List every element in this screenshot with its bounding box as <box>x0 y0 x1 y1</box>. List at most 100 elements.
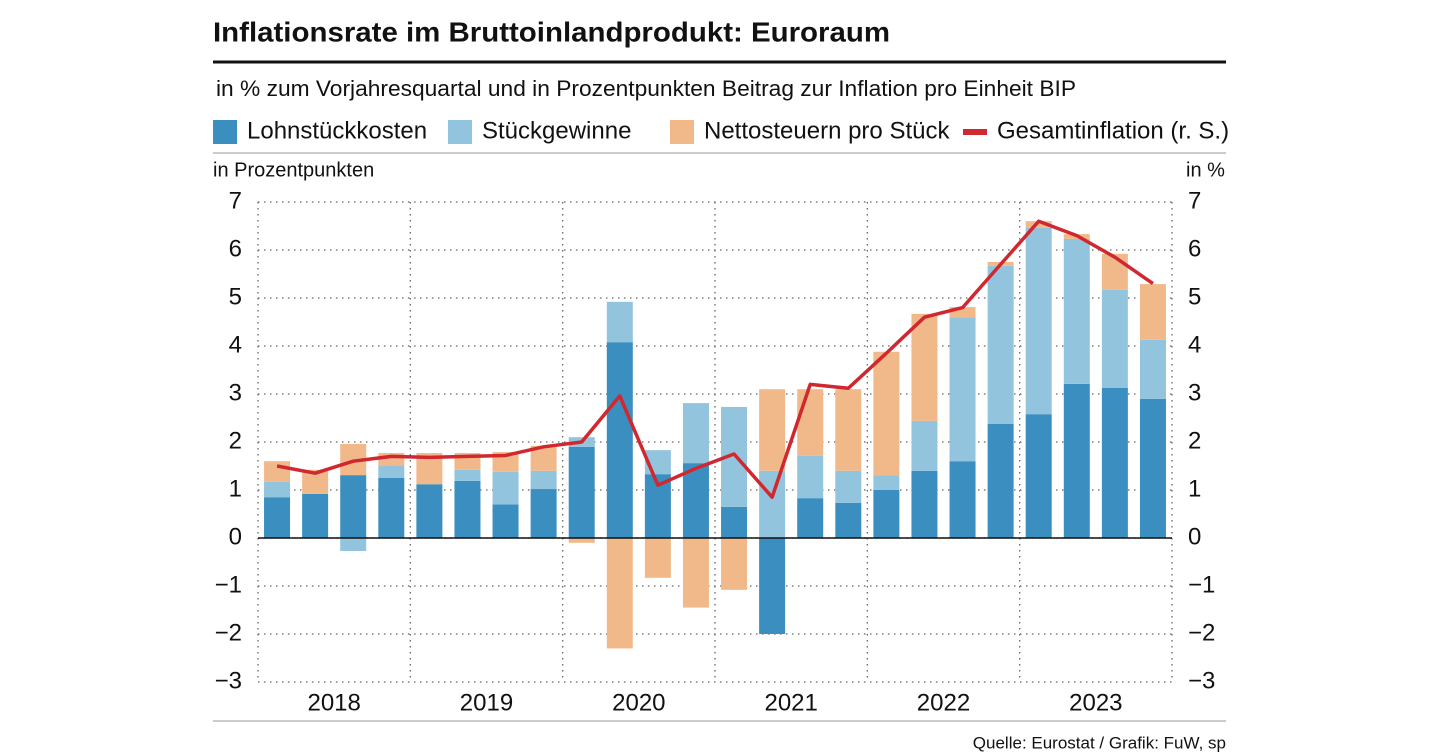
y2-tick-label: −1 <box>1188 571 1215 598</box>
bar-segment <box>568 446 595 538</box>
y-tick-label: −2 <box>215 619 242 646</box>
y-tick-label: 3 <box>229 379 242 406</box>
legend-label: Nettosteuern pro Stück <box>704 117 950 144</box>
x-group-label: 2021 <box>764 689 817 716</box>
bar-segment <box>682 538 709 608</box>
y2-tick-label: 5 <box>1188 283 1201 310</box>
y2-tick-label: −2 <box>1188 619 1215 646</box>
bar-segment <box>568 538 595 543</box>
chart-title: Inflationsrate im Bruttoinlandprodukt: E… <box>213 16 890 47</box>
bar-segment <box>1101 253 1128 290</box>
x-group-label: 2018 <box>307 689 360 716</box>
bar-segment <box>264 461 291 482</box>
bar-segment <box>797 455 824 499</box>
bar-segment <box>340 475 367 538</box>
bar-segment <box>987 423 1014 538</box>
y-tick-label: 0 <box>229 523 242 550</box>
bar-segment <box>378 466 405 478</box>
bar-segment <box>606 301 633 343</box>
bar-segment <box>835 470 862 503</box>
y2-tick-label: 4 <box>1188 331 1201 358</box>
x-group-label: 2022 <box>917 689 970 716</box>
bar-segment <box>416 484 443 538</box>
bar-segment <box>1101 289 1128 388</box>
bar-segment <box>530 470 557 490</box>
bar-segment <box>302 493 329 538</box>
bar-segment <box>454 480 481 538</box>
legend-line <box>963 129 987 135</box>
y2-tick-label: 3 <box>1188 379 1201 406</box>
x-group-label: 2020 <box>612 689 665 716</box>
bar-segment <box>492 471 519 505</box>
y2-tick-label: 0 <box>1188 523 1201 550</box>
y-tick-label: 6 <box>229 235 242 262</box>
y2-tick-label: 6 <box>1188 235 1201 262</box>
bar-segment <box>1063 238 1090 384</box>
subtitle: in % zum Vorjahresquartal und in Prozent… <box>216 76 1076 101</box>
bar-segment <box>264 497 291 538</box>
legend-label: Lohnstückkosten <box>247 117 427 144</box>
bar-segment <box>911 470 938 538</box>
bar-segment <box>492 504 519 538</box>
bar-segment <box>759 470 786 538</box>
bar-segment <box>682 463 709 538</box>
y-tick-label: −3 <box>215 667 242 694</box>
bar-segment <box>682 403 709 464</box>
bar-segment <box>340 538 367 551</box>
bar-segment <box>949 317 976 462</box>
y-tick-label: 1 <box>229 475 242 502</box>
bar-segment <box>721 506 748 538</box>
bar-segment <box>1139 398 1166 538</box>
bar-segment <box>721 538 748 590</box>
bar-segment <box>644 538 671 578</box>
bar-segment <box>911 420 938 471</box>
bar-segment <box>1101 387 1128 538</box>
bar-segment <box>797 498 824 538</box>
y-axis-label: in Prozentpunkten <box>213 159 374 181</box>
legend-swatch <box>670 120 694 144</box>
bar-segment <box>1139 339 1166 399</box>
y2-axis-label: in % <box>1186 159 1225 181</box>
bar-segment <box>530 489 557 538</box>
bar-segment <box>606 538 633 649</box>
bar-segment <box>835 389 862 471</box>
bar-segment <box>835 502 862 538</box>
legend-swatch <box>448 120 472 144</box>
bar-segment <box>949 461 976 538</box>
bar-segment <box>264 481 291 498</box>
y2-tick-label: −3 <box>1188 667 1215 694</box>
bar-segment <box>873 490 900 538</box>
x-group-label: 2019 <box>460 689 513 716</box>
bar-segment <box>1025 221 1052 228</box>
y-tick-label: 7 <box>229 187 242 214</box>
legend-label: Stückgewinne <box>482 117 631 144</box>
bar-segment <box>987 265 1014 424</box>
y-tick-label: 4 <box>229 331 242 358</box>
bar-segment <box>911 313 938 421</box>
bar-segment <box>606 342 633 538</box>
y2-tick-label: 7 <box>1188 187 1201 214</box>
y-tick-label: −1 <box>215 571 242 598</box>
bar-segment <box>873 351 900 476</box>
y2-tick-label: 1 <box>1188 475 1201 502</box>
x-group-label: 2023 <box>1069 689 1122 716</box>
legend-label: Gesamtinflation (r. S.) <box>997 117 1229 144</box>
legend-swatch <box>213 120 237 144</box>
bar-segment <box>378 478 405 538</box>
bar-segment <box>454 469 481 481</box>
line-series <box>276 219 1154 499</box>
bar-segment <box>1025 227 1052 415</box>
bar-segment <box>759 538 786 634</box>
bar-segment <box>1025 414 1052 538</box>
y2-tick-label: 2 <box>1188 427 1201 454</box>
bar-segment <box>949 307 976 318</box>
source: Quelle: Eurostat / Grafik: FuW, sp <box>973 733 1226 752</box>
bar-segment <box>759 389 786 471</box>
bar-segment <box>873 475 900 490</box>
bar-segment <box>797 389 824 456</box>
y-tick-label: 2 <box>229 427 242 454</box>
bar-segment <box>1063 383 1090 538</box>
bar-segment <box>1139 284 1166 340</box>
y-tick-label: 5 <box>229 283 242 310</box>
